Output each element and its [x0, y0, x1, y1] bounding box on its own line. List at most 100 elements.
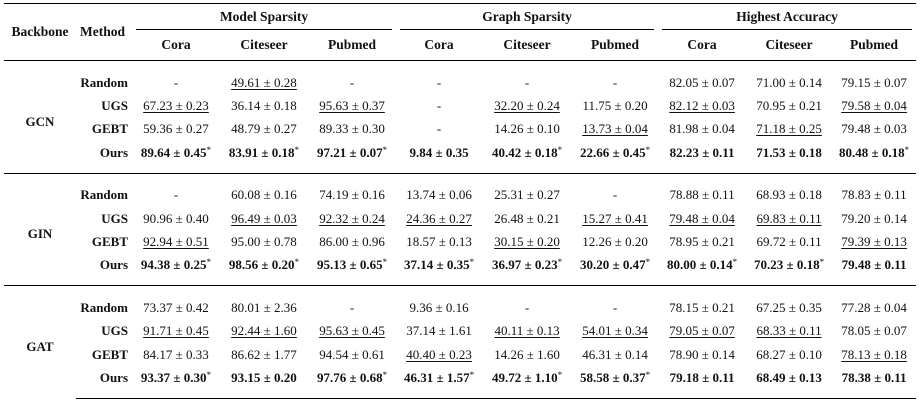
table-cell: 78.90 ± 0.14 — [658, 343, 746, 366]
cell-value: 86.00 ± 0.96 — [319, 234, 385, 250]
method-label: Random — [76, 172, 132, 207]
table-cell: 68.93 ± 0.18 — [746, 172, 833, 207]
table-cell: 93.37 ± 0.30* — [132, 366, 220, 399]
group-label: Model Sparsity — [219, 9, 309, 24]
table-cell: 78.13 ± 0.18 — [832, 343, 916, 366]
significance-marker: * — [819, 257, 825, 268]
cell-value: 69.83 ± 0.11 — [756, 210, 822, 226]
cell-value: 98.56 ± 0.20 — [228, 257, 295, 273]
table-row: GEBT 92.94 ± 0.51 95.00 ± 0.78 86.00 ± 0.96… — [4, 230, 916, 253]
cell-value: 15.27 ± 0.41 — [582, 210, 648, 226]
table-cell: 79.20 ± 0.14 — [832, 207, 916, 230]
table-cell: 79.48 ± 0.03 — [832, 118, 916, 141]
method-label: GEBT — [91, 234, 128, 250]
cell-value: 24.36 ± 0.27 — [406, 210, 472, 226]
cell-value: 54.01 ± 0.34 — [582, 323, 648, 339]
cell-value: 92.32 ± 0.24 — [319, 210, 385, 226]
cell-value: 70.95 ± 0.21 — [756, 98, 822, 114]
cell-value: 95.63 ± 0.37 — [319, 98, 385, 114]
significance-marker: * — [294, 257, 300, 268]
cell-value: 36.97 ± 0.23 — [491, 257, 558, 273]
dataset-header: Pubmed — [328, 37, 377, 52]
table-cell: - — [572, 285, 659, 320]
table-row: Ours 94.38 ± 0.25* 98.56 ± 0.20* 95.13 ± 0.… — [4, 254, 916, 286]
table-cell: 14.26 ± 0.10 — [482, 118, 572, 141]
table-cell: 18.57 ± 0.13 — [396, 230, 482, 253]
cell-value: 68.27 ± 0.10 — [756, 346, 822, 362]
cell-value: 78.13 ± 0.18 — [841, 346, 907, 362]
cell-value: 78.88 ± 0.11 — [669, 187, 735, 203]
cell-value: 46.31 ± 0.14 — [582, 346, 648, 362]
table-cell: 37.14 ± 1.61 — [396, 320, 482, 343]
table-cell: 71.00 ± 0.14 — [746, 60, 833, 95]
table-cell: 80.48 ± 0.18* — [832, 141, 916, 173]
cell-value: 92.44 ± 1.60 — [231, 323, 297, 339]
table-cell: 59.36 ± 0.27 — [132, 118, 220, 141]
significance-marker: * — [645, 369, 651, 380]
table-cell: 30.20 ± 0.47* — [572, 254, 658, 286]
cell-value: - — [349, 74, 355, 90]
table-cell: 12.26 ± 0.20 — [572, 230, 658, 253]
table-cell: 30.15 ± 0.20 — [482, 230, 572, 253]
table-cell: 96.49 ± 0.03 — [220, 207, 308, 230]
cell-value: 78.15 ± 0.21 — [669, 299, 735, 315]
cell-value: 74.19 ± 0.16 — [319, 187, 385, 203]
table-cell: - — [482, 285, 573, 320]
dataset-header: Citeseer — [240, 37, 288, 52]
method-label: Ours — [99, 144, 128, 160]
table-cell: 82.23 ± 0.11 — [658, 141, 746, 173]
cell-value: 40.11 ± 0.13 — [494, 323, 560, 339]
method-label: Ours — [99, 257, 128, 273]
cell-value: 79.39 ± 0.13 — [841, 234, 907, 250]
cell-value: 14.26 ± 1.60 — [494, 346, 560, 362]
cell-value: 11.75 ± 0.20 — [582, 98, 648, 114]
table-cell: 73.37 ± 0.42 — [132, 285, 220, 320]
table-cell: 68.49 ± 0.13 — [746, 366, 833, 399]
cell-value: 95.13 ± 0.65 — [316, 257, 383, 273]
table-cell: 9.84 ± 0.35 — [396, 141, 482, 173]
header-row-datasets: Cora Citeseer Pubmed Cora Citeseer Pubme… — [4, 30, 916, 61]
table-cell: 78.15 ± 0.21 — [658, 285, 747, 320]
table-cell: 94.54 ± 0.61 — [308, 343, 396, 366]
cell-value: 84.17 ± 0.33 — [143, 346, 209, 362]
cell-value: - — [436, 98, 442, 114]
table-cell: 25.31 ± 0.27 — [482, 172, 573, 207]
cell-value: 97.21 ± 0.07 — [316, 144, 383, 160]
results-table-container: Backbone Method Model Sparsity Graph Spa… — [4, 3, 917, 399]
table-cell: 48.79 ± 0.27 — [220, 118, 308, 141]
table-cell: 67.25 ± 0.35 — [746, 285, 833, 320]
cell-value: 89.64 ± 0.45 — [140, 144, 207, 160]
method-header: Method — [76, 3, 132, 61]
table-cell: 68.33 ± 0.11 — [746, 320, 832, 343]
cell-value: 82.23 ± 0.11 — [669, 144, 735, 160]
significance-marker: * — [469, 257, 475, 268]
cell-value: 70.23 ± 0.18 — [753, 257, 820, 273]
table-cell: 26.48 ± 0.21 — [482, 207, 572, 230]
significance-marker: * — [382, 369, 388, 380]
table-cell: 82.05 ± 0.07 — [658, 60, 747, 95]
cell-value: 67.23 ± 0.23 — [143, 98, 209, 114]
table-cell: 70.95 ± 0.21 — [746, 94, 832, 117]
method-label: UGS — [101, 323, 128, 339]
table-cell: 97.21 ± 0.07* — [308, 141, 396, 173]
table-cell: 79.48 ± 0.11 — [832, 254, 916, 286]
table-cell: 71.18 ± 0.25 — [746, 118, 832, 141]
cell-value: 77.28 ± 0.04 — [841, 299, 907, 315]
group-header-highest-accuracy: Highest Accuracy — [658, 3, 917, 30]
table-cell: 98.56 ± 0.20* — [220, 254, 308, 286]
cell-value: 79.48 ± 0.11 — [841, 257, 907, 273]
table-row: GAT Random 73.37 ± 0.42 80.01 ± 2.36 - 9.36 ±… — [4, 285, 917, 399]
significance-marker: * — [206, 144, 212, 155]
significance-marker: * — [294, 144, 300, 155]
table-cell: 13.74 ± 0.06 — [396, 172, 483, 207]
cell-value: 93.37 ± 0.30 — [140, 369, 207, 385]
cell-value: 30.15 ± 0.20 — [494, 234, 560, 250]
table-cell: - — [396, 94, 482, 117]
table-cell: 40.42 ± 0.18* — [482, 141, 572, 173]
dataset-header: Cora — [424, 37, 454, 52]
table-cell: 86.62 ± 1.77 — [220, 343, 308, 366]
cell-value: - — [173, 74, 179, 90]
table-cell: - — [132, 172, 220, 207]
significance-marker: * — [904, 144, 910, 155]
cell-value: - — [524, 299, 530, 315]
